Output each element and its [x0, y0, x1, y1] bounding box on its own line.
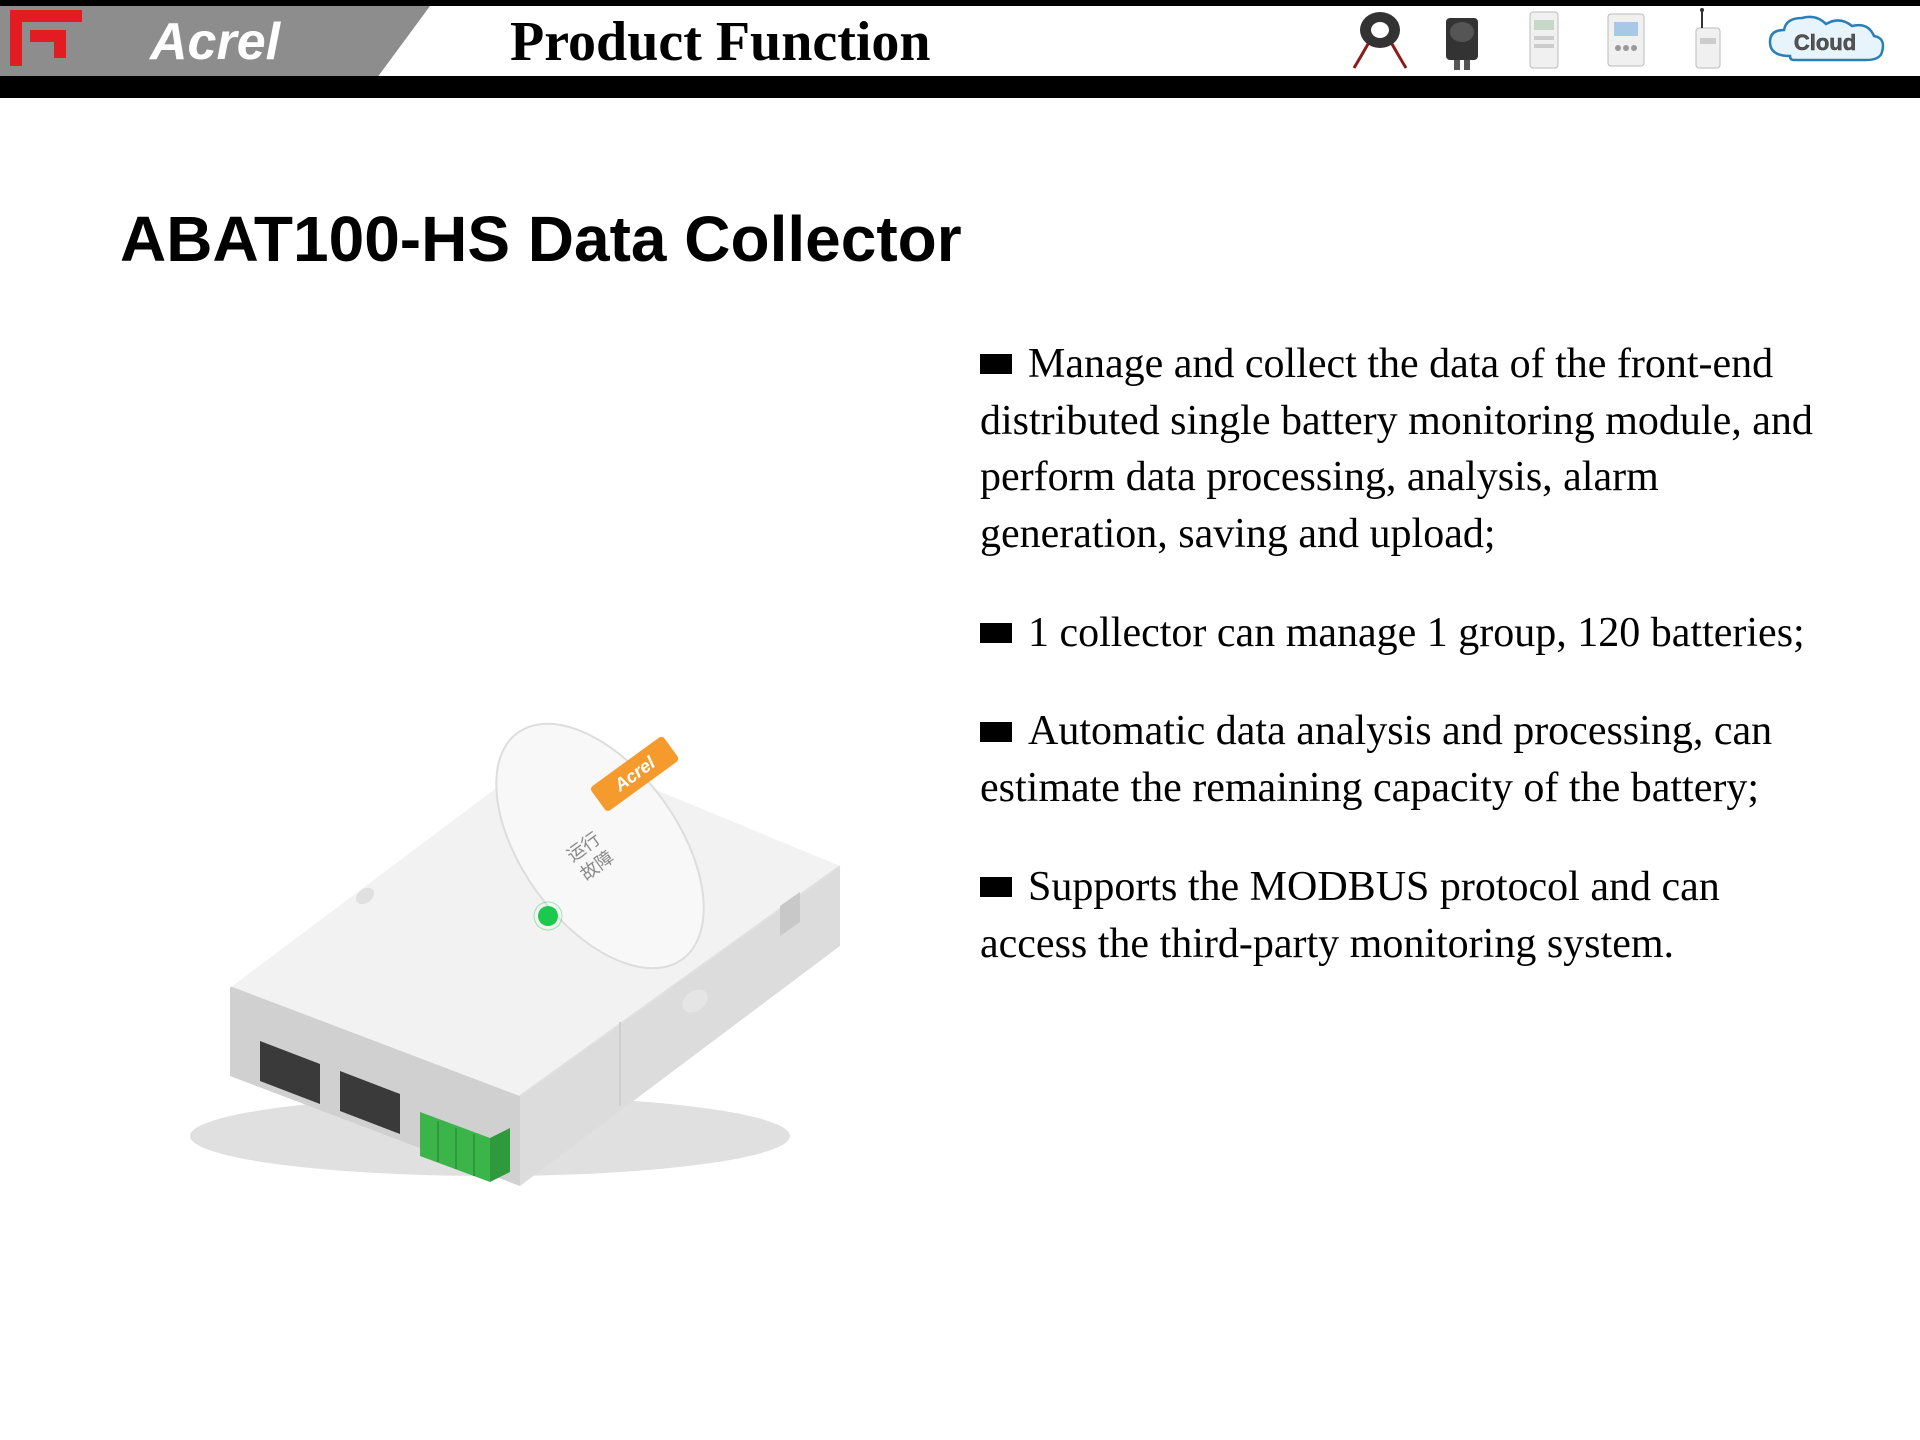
- main-content: ABAT100-HS Data Collector: [0, 82, 1920, 1236]
- stripe-bottom: [0, 76, 1920, 98]
- feature-item: Supports the MODBUS protocol and can acc…: [980, 859, 1820, 972]
- header-icon-strip: Cloud: [1350, 8, 1890, 72]
- logo-icon: [6, 6, 86, 70]
- brand-text: Acrel: [150, 12, 280, 72]
- feature-item: Automatic data analysis and processing, …: [980, 703, 1820, 816]
- feature-text: Supports the MODBUS protocol and can acc…: [980, 864, 1720, 967]
- gateway-icon: [1678, 8, 1738, 72]
- cloud-badge-icon: Cloud: [1760, 10, 1890, 70]
- content-row: Acrel 运行 故障: [120, 336, 1860, 1236]
- stripe-top: [0, 0, 1920, 6]
- feature-text: Manage and collect the data of the front…: [980, 341, 1813, 557]
- bullet-icon: [980, 623, 1012, 643]
- product-title: ABAT100-HS Data Collector: [120, 202, 1860, 276]
- page-title: Product Function: [510, 10, 931, 74]
- module-icon: [1432, 8, 1492, 72]
- bullet-icon: [980, 354, 1012, 374]
- feature-text: 1 collector can manage 1 group, 120 batt…: [1028, 610, 1805, 656]
- bullet-icon: [980, 877, 1012, 897]
- bullet-icon: [980, 722, 1012, 742]
- feature-item: 1 collector can manage 1 group, 120 batt…: [980, 605, 1820, 662]
- header-band: Acrel Product Function: [0, 0, 1920, 82]
- meter2-icon: [1596, 8, 1656, 72]
- meter1-icon: [1514, 8, 1574, 72]
- feature-text: Automatic data analysis and processing, …: [980, 708, 1772, 811]
- feature-list: Manage and collect the data of the front…: [980, 336, 1860, 1236]
- cloud-text: Cloud: [1794, 30, 1856, 55]
- feature-item: Manage and collect the data of the front…: [980, 336, 1820, 563]
- sensor-ct-icon: [1350, 8, 1410, 72]
- product-image: Acrel 运行 故障: [120, 336, 940, 1236]
